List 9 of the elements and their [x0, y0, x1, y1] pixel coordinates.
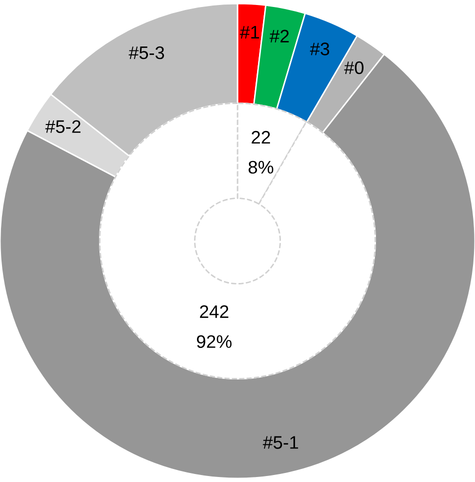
data-label: 242 92% — [196, 305, 232, 348]
slice-label: #5-1 — [262, 436, 298, 449]
slice-label: #2 — [270, 30, 289, 42]
data-label: 22 8% — [248, 130, 274, 174]
slice-label: #1 — [240, 26, 260, 38]
slice-label: #3 — [310, 42, 330, 56]
slice-label: #5-3 — [128, 46, 164, 60]
slice-label: #0 — [344, 61, 364, 74]
slice-label: #5-2 — [45, 120, 80, 133]
